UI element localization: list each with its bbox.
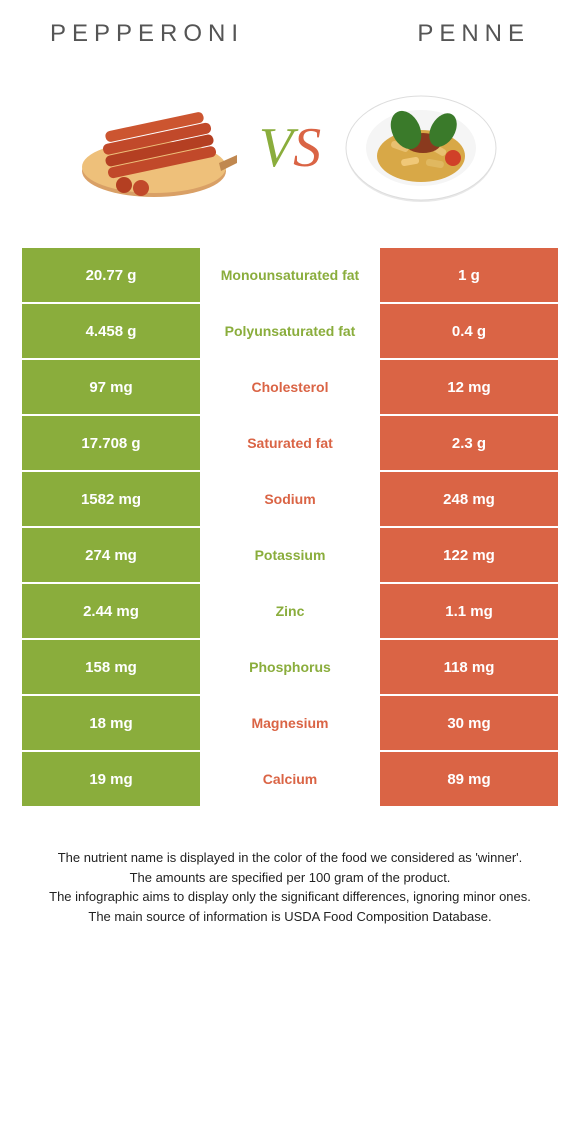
left-value: 20.77 g [22,248,200,302]
right-value: 122 mg [380,528,558,582]
left-value: 158 mg [22,640,200,694]
nutrient-label: Cholesterol [200,360,380,414]
right-value: 1 g [380,248,558,302]
left-value: 4.458 g [22,304,200,358]
vs-v-letter: V [259,117,293,179]
table-row: 19 mgCalcium89 mg [22,752,558,808]
title-row: PEPPERONI PENNE [0,0,580,58]
caption-line: The infographic aims to display only the… [20,887,560,907]
caption-line: The amounts are specified per 100 gram o… [20,868,560,888]
right-value: 0.4 g [380,304,558,358]
left-value: 19 mg [22,752,200,806]
nutrient-label: Saturated fat [200,416,380,470]
left-value: 17.708 g [22,416,200,470]
pepperoni-image [79,88,239,208]
right-value: 2.3 g [380,416,558,470]
comparison-infographic: PEPPERONI PENNE VS [0,0,580,956]
caption-line: The nutrient name is displayed in the co… [20,848,560,868]
right-value: 30 mg [380,696,558,750]
left-value: 18 mg [22,696,200,750]
nutrient-label: Monounsaturated fat [200,248,380,302]
comparison-table: 20.77 gMonounsaturated fat1 g4.458 gPoly… [22,248,558,808]
table-row: 17.708 gSaturated fat2.3 g [22,416,558,472]
nutrient-label: Sodium [200,472,380,526]
table-row: 4.458 gPolyunsaturated fat0.4 g [22,304,558,360]
nutrient-label: Magnesium [200,696,380,750]
table-row: 20.77 gMonounsaturated fat1 g [22,248,558,304]
left-value: 97 mg [22,360,200,414]
table-row: 2.44 mgZinc1.1 mg [22,584,558,640]
table-row: 158 mgPhosphorus118 mg [22,640,558,696]
vs-s-letter: S [293,117,321,179]
caption-line: The main source of information is USDA F… [20,907,560,927]
table-row: 274 mgPotassium122 mg [22,528,558,584]
nutrient-label: Calcium [200,752,380,806]
right-value: 118 mg [380,640,558,694]
nutrient-label: Phosphorus [200,640,380,694]
right-value: 12 mg [380,360,558,414]
table-row: 18 mgMagnesium30 mg [22,696,558,752]
table-row: 97 mgCholesterol12 mg [22,360,558,416]
table-row: 1582 mgSodium248 mg [22,472,558,528]
vs-section: VS [0,58,580,248]
right-value: 248 mg [380,472,558,526]
right-value: 1.1 mg [380,584,558,638]
right-value: 89 mg [380,752,558,806]
vs-label: VS [259,116,321,180]
nutrient-label: Zinc [200,584,380,638]
right-food-title: PENNE [417,20,530,48]
nutrient-label: Potassium [200,528,380,582]
footer-caption: The nutrient name is displayed in the co… [0,808,580,956]
left-value: 2.44 mg [22,584,200,638]
nutrient-label: Polyunsaturated fat [200,304,380,358]
left-value: 1582 mg [22,472,200,526]
left-food-title: PEPPERONI [50,20,244,48]
left-value: 274 mg [22,528,200,582]
penne-image [341,88,501,208]
